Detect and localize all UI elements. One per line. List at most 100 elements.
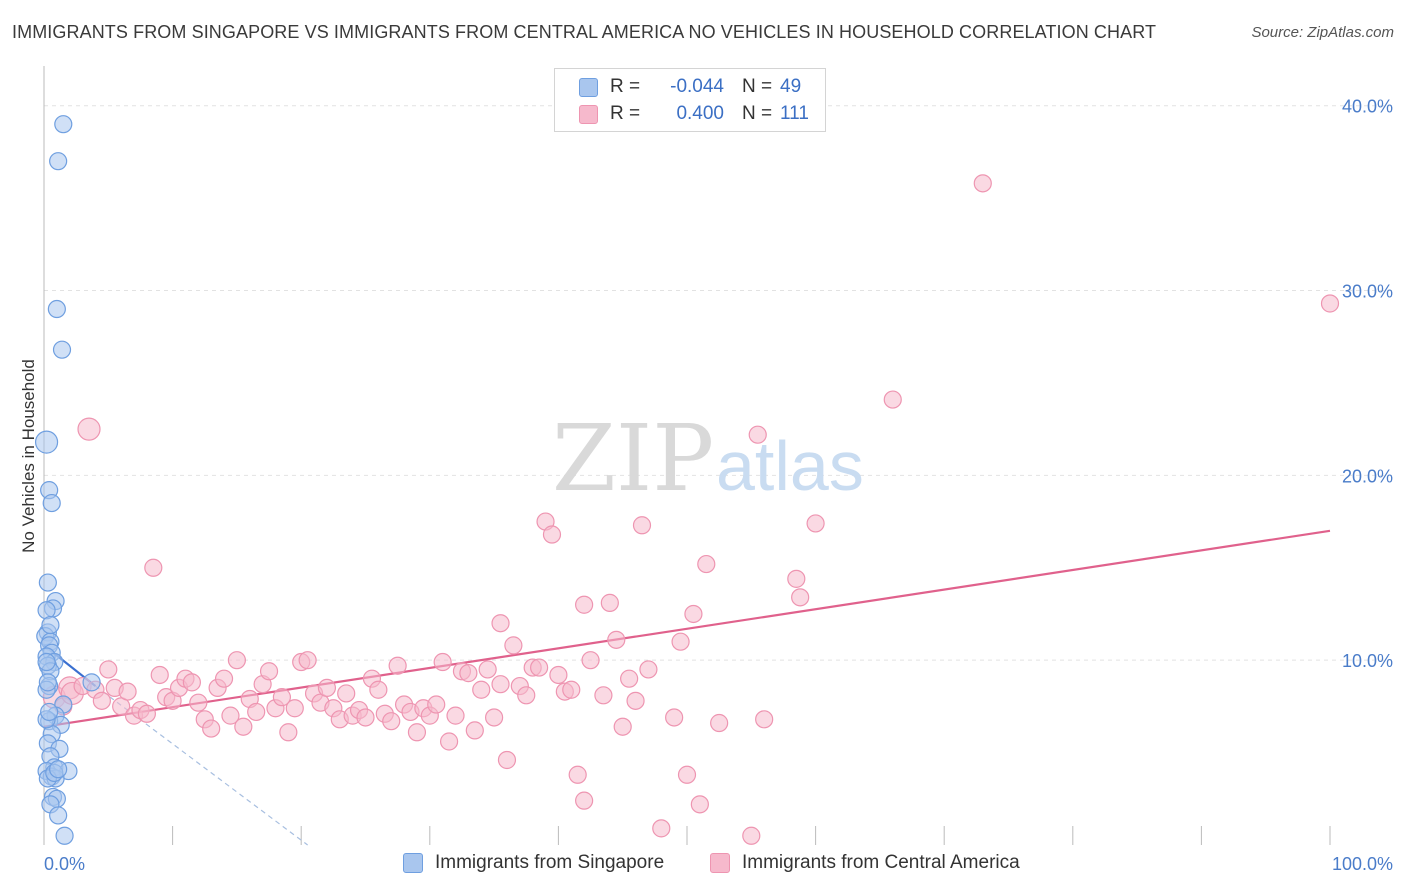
correlation-legend: R = -0.044 N = 49 R = 0.400 N = 111 xyxy=(554,68,826,132)
central-america-point xyxy=(337,684,356,703)
data-points xyxy=(34,115,1340,845)
central-america-point xyxy=(279,723,298,742)
central-america-point xyxy=(600,593,619,612)
legend-r-label: R = xyxy=(610,76,641,97)
legend-r-value: -0.044 xyxy=(670,76,724,97)
central-america-point xyxy=(182,673,201,692)
legend-row-central-america: R = 0.400 N = 111 xyxy=(579,102,809,126)
chart-title: IMMIGRANTS FROM SINGAPORE VS IMMIGRANTS … xyxy=(12,22,1157,42)
central-america-point xyxy=(581,651,600,670)
central-america-point xyxy=(671,632,690,651)
central-america-point xyxy=(472,680,491,699)
y-tick-label: 30.0% xyxy=(1342,282,1393,302)
central-america-point xyxy=(137,704,156,723)
central-america-point xyxy=(973,174,992,193)
singapore-point xyxy=(54,115,73,134)
legend-n-value: 111 xyxy=(780,103,809,124)
central-america-point xyxy=(710,713,729,733)
central-america-point xyxy=(407,723,427,742)
central-america-point xyxy=(202,719,221,738)
central-america-point xyxy=(317,678,337,698)
central-america-point xyxy=(298,651,317,670)
series-legend-central-america: Immigrants from Central America xyxy=(710,852,1020,874)
central-america-point xyxy=(639,660,658,679)
central-america-point xyxy=(626,691,645,710)
central-america-point xyxy=(77,417,101,441)
central-america-point xyxy=(549,665,568,685)
central-america-point xyxy=(755,710,774,729)
central-america-point xyxy=(1320,294,1340,313)
trendline-solid xyxy=(43,529,1331,728)
central-america-point xyxy=(485,708,504,727)
singapore-point xyxy=(49,806,68,825)
grid-lines xyxy=(44,105,1392,661)
central-america-point xyxy=(742,826,761,845)
central-america-point xyxy=(92,691,111,710)
singapore-point xyxy=(82,673,101,692)
series-legend-singapore: Immigrants from Singapore xyxy=(403,852,664,874)
central-america-point xyxy=(562,680,581,699)
watermark: ZIP atlas xyxy=(552,405,864,512)
legend-r-label: R = xyxy=(610,103,641,124)
central-america-point xyxy=(517,686,536,705)
source-label: Source: ZipAtlas.com xyxy=(1251,24,1394,41)
central-america-point xyxy=(690,795,709,814)
singapore-point xyxy=(40,702,59,722)
central-america-point xyxy=(748,425,767,444)
tick-labels: 10.0% 20.0% 30.0% 40.0% 0.0% 100.0% xyxy=(44,97,1393,874)
central-america-point xyxy=(118,682,137,701)
central-america-point xyxy=(568,765,587,784)
series-legend: Immigrants from Singapore Immigrants fro… xyxy=(0,852,1406,878)
legend-n-value: 49 xyxy=(780,76,802,97)
central-america-point xyxy=(459,664,478,683)
singapore-point xyxy=(38,573,57,592)
trendline-dashed xyxy=(95,685,308,846)
central-america-point xyxy=(356,708,375,727)
central-america-point xyxy=(652,819,671,838)
legend-swatch-central-america xyxy=(579,104,598,124)
central-america-point xyxy=(787,569,806,588)
central-america-point xyxy=(227,651,246,670)
watermark-atlas: atlas xyxy=(716,427,864,505)
central-america-point xyxy=(677,765,697,784)
central-america-point xyxy=(214,669,234,688)
singapore-point xyxy=(34,430,59,454)
central-america-point xyxy=(439,732,459,751)
central-america-point xyxy=(542,525,562,544)
central-america-point xyxy=(684,604,703,624)
central-america-point xyxy=(272,688,292,707)
central-america-point xyxy=(144,558,163,577)
singapore-point xyxy=(52,340,72,359)
central-america-point xyxy=(433,652,452,672)
series-swatch-central-america xyxy=(710,853,730,873)
central-america-point xyxy=(504,636,523,655)
singapore-point xyxy=(49,152,68,171)
series-legend-label: Immigrants from Central America xyxy=(742,852,1020,873)
central-america-point xyxy=(446,706,465,725)
legend-swatch-singapore xyxy=(579,77,598,97)
central-america-point xyxy=(388,656,407,675)
legend-row-singapore: R = -0.044 N = 49 xyxy=(579,75,801,99)
legend-n-label: N = xyxy=(742,103,773,124)
central-america-point xyxy=(620,669,639,688)
central-america-point xyxy=(791,588,810,607)
central-america-point xyxy=(530,658,549,677)
central-america-point xyxy=(806,514,825,533)
central-america-point xyxy=(285,699,304,718)
legend-n-label: N = xyxy=(742,76,773,97)
y-tick-label: 10.0% xyxy=(1342,651,1393,671)
series-legend-label: Immigrants from Singapore xyxy=(435,852,665,873)
central-america-point xyxy=(382,712,401,731)
central-america-point xyxy=(697,554,716,574)
central-america-point xyxy=(491,614,510,633)
singapore-point xyxy=(49,760,68,779)
singapore-point xyxy=(47,299,66,319)
trendlines xyxy=(43,529,1331,846)
legend-r-value: 0.400 xyxy=(676,103,724,124)
singapore-point xyxy=(41,615,60,635)
central-america-point xyxy=(234,717,253,736)
central-america-point xyxy=(497,750,517,770)
central-america-point xyxy=(150,665,169,685)
y-tick-label: 20.0% xyxy=(1342,466,1393,486)
x-tick-label: 100.0% xyxy=(1332,854,1393,874)
